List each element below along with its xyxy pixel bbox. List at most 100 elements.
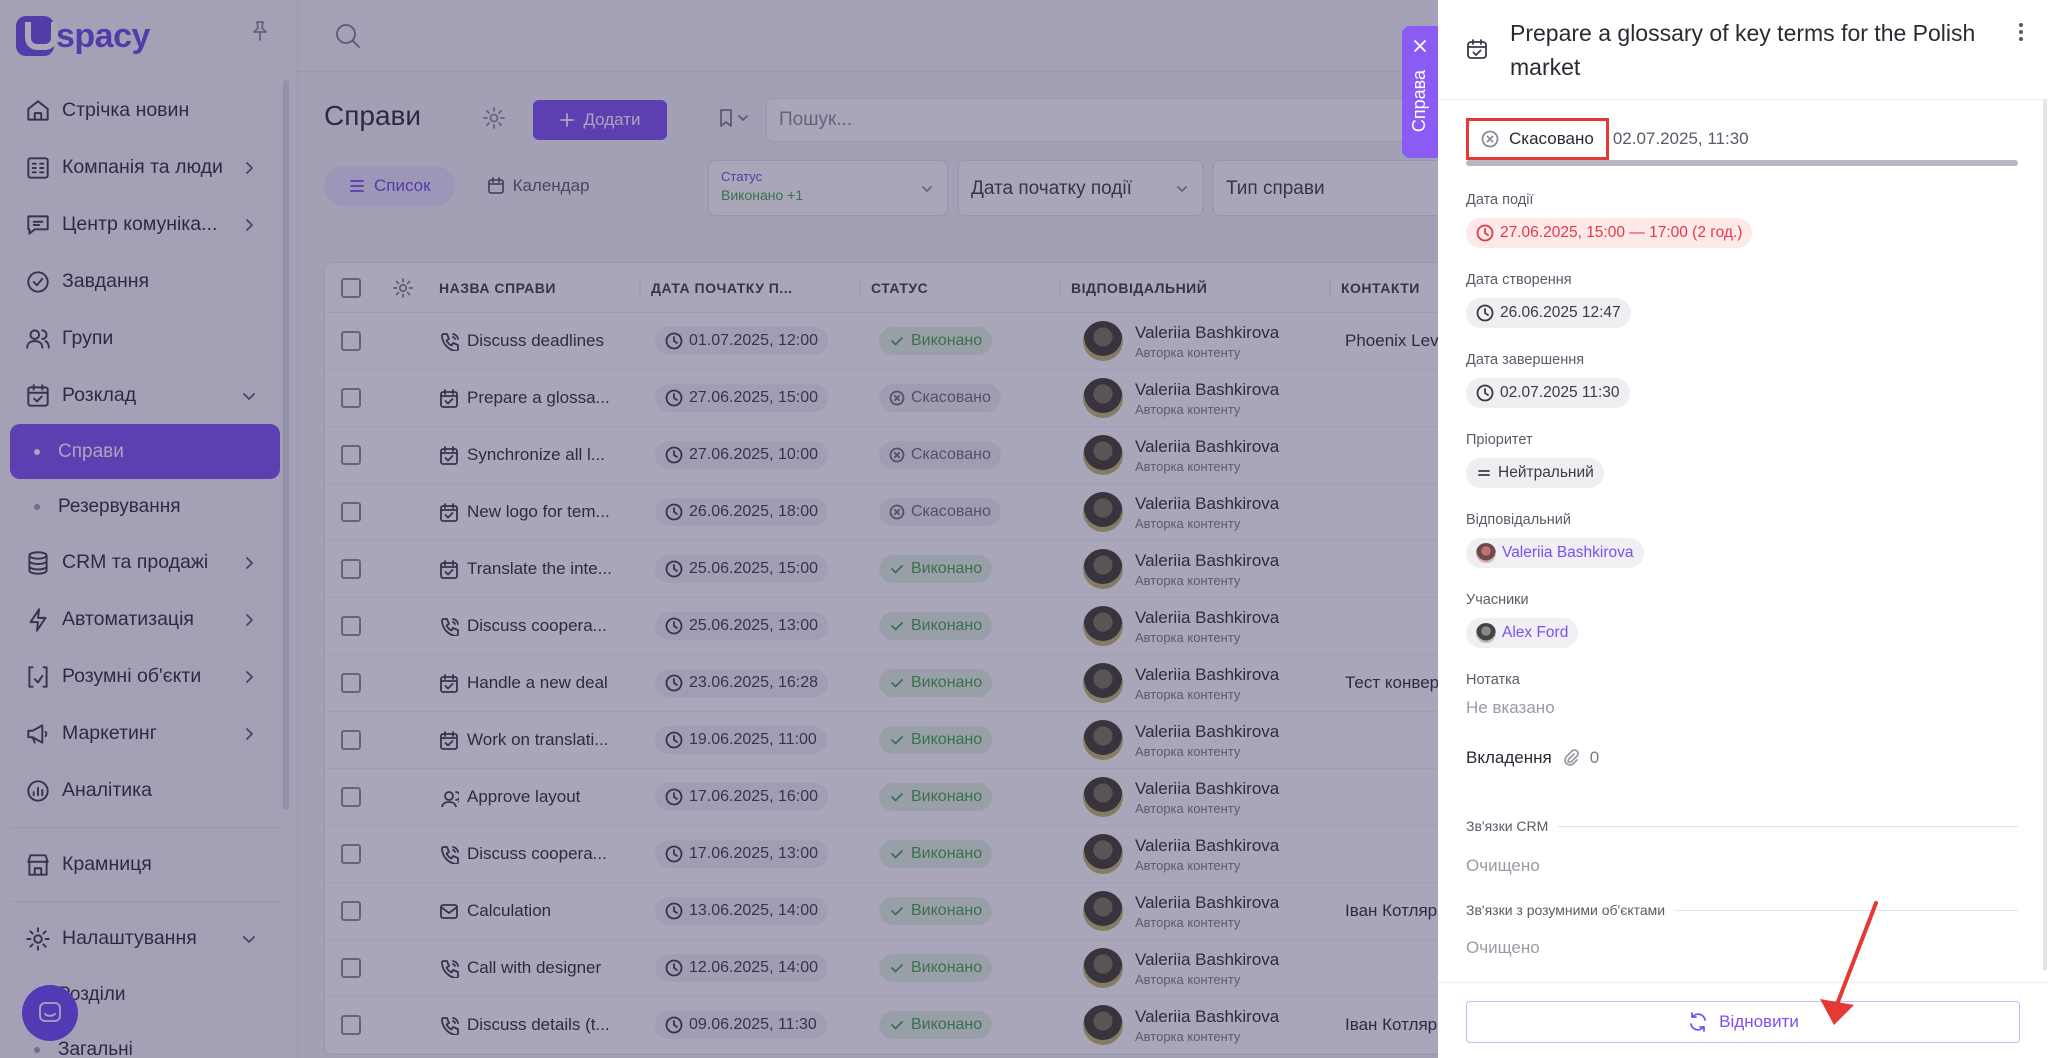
row-checkbox[interactable] (325, 559, 377, 579)
task-name[interactable]: New logo for tem... (467, 502, 610, 521)
responsible-role: Авторка контенту (1135, 1028, 1241, 1044)
sidebar-item[interactable]: Налаштування (10, 910, 280, 967)
sidebar-item[interactable]: CRM та продажі (10, 534, 280, 591)
table-row[interactable]: Discuss details (t... 09.06.2025, 11:30 Ви… (325, 997, 1523, 1054)
sidebar-item[interactable]: Стрічка новин (10, 82, 280, 139)
task-name[interactable]: Handle a new deal (467, 673, 608, 692)
search-icon[interactable] (334, 22, 362, 50)
search-input[interactable]: Пошук... (766, 98, 1526, 142)
sidebar-subitem[interactable]: Резервування (10, 479, 280, 534)
task-name[interactable]: Synchronize all l... (467, 445, 605, 464)
table-row[interactable]: Work on translati... 19.06.2025, 11:00 Вик… (325, 712, 1523, 769)
task-name[interactable]: Call with designer (467, 958, 602, 977)
columns-gear-icon[interactable] (377, 277, 429, 299)
status-badge: Виконано (879, 327, 993, 355)
sidebar-item[interactable]: Компанія та люди (10, 139, 280, 196)
col-status-header[interactable]: СТАТУС (859, 279, 1059, 296)
task-name[interactable]: Discuss deadlines (467, 331, 605, 350)
more-options-icon[interactable] (2018, 22, 2024, 42)
sidebar-item[interactable]: Автоматизація (10, 591, 280, 648)
task-contact[interactable]: Іван Котляр (1345, 901, 1438, 920)
task-contact[interactable]: Phoenix Lev (1345, 331, 1439, 350)
sidebar-subitem[interactable]: Справи (10, 424, 280, 479)
task-name[interactable]: Discuss coopera... (467, 616, 607, 635)
task-contact[interactable]: Тест конвер (1345, 673, 1440, 692)
crm-links-field: Очищено (1466, 846, 1540, 876)
participant-chip[interactable]: Alex Ford (1466, 618, 1579, 648)
task-date-value: 27.06.2025, 10:00 (689, 446, 819, 463)
saved-filters-bookmark-icon[interactable] (718, 108, 750, 128)
modal-overlay[interactable] (0, 0, 1438, 1058)
row-checkbox[interactable] (325, 331, 377, 351)
col-name-header[interactable]: НАЗВА СПРАВИ (439, 279, 556, 296)
table-row[interactable]: Synchronize all l... 27.06.2025, 10:00 Ска… (325, 427, 1523, 484)
sidebar-item[interactable]: Розклад (10, 367, 280, 424)
tab-calendar[interactable]: Календар (463, 166, 614, 206)
task-name[interactable]: Prepare a glossa... (467, 388, 610, 407)
row-checkbox[interactable] (325, 1015, 377, 1035)
sidebar-item[interactable]: Центр комуніка... (10, 196, 280, 253)
table-row[interactable]: Discuss coopera... 25.06.2025, 13:00 Викон… (325, 598, 1523, 655)
row-checkbox[interactable] (325, 388, 377, 408)
sidebar-item[interactable]: Маркетинг (10, 705, 280, 762)
task-name[interactable]: Approve layout (467, 787, 581, 806)
sidebar-item[interactable]: Розумні об'єкти (10, 648, 280, 705)
select-all-checkbox[interactable] (325, 277, 377, 298)
status-filter[interactable]: Статус Виконано +1 (708, 160, 948, 216)
panel-scrollbar[interactable] (2043, 100, 2047, 970)
sidebar-subitem[interactable]: Загальні (10, 1022, 280, 1058)
col-responsible-header[interactable]: ВІДПОВІДАЛЬНИЙ (1059, 279, 1329, 296)
col-date-header[interactable]: ДАТА ПОЧАТКУ П... (639, 279, 859, 296)
clock-icon (665, 959, 683, 977)
col-contacts-header[interactable]: КОНТАКТИ (1329, 279, 1509, 296)
attachments-row[interactable]: Вкладення 0 (1466, 748, 1599, 768)
task-contact[interactable]: Іван Котляр (1345, 1015, 1438, 1034)
add-button[interactable]: Додати (533, 100, 667, 140)
page-settings-gear-icon[interactable] (482, 106, 506, 130)
tab-list[interactable]: Список (324, 166, 455, 206)
pin-icon[interactable] (250, 20, 270, 42)
row-checkbox[interactable] (325, 901, 377, 921)
sidebar-item[interactable]: Завдання (10, 253, 280, 310)
table-row[interactable]: Discuss coopera... 17.06.2025, 13:00 Викон… (325, 826, 1523, 883)
table-row[interactable]: Discuss deadlines 01.07.2025, 12:00 Викона… (325, 313, 1523, 370)
priority-chip[interactable]: Нейтральний (1466, 458, 1604, 488)
sidebar-item[interactable]: Аналітика (10, 762, 280, 819)
row-checkbox[interactable] (325, 502, 377, 522)
table-row[interactable]: Prepare a glossa... 27.06.2025, 15:00 Скас… (325, 370, 1523, 427)
table-row[interactable]: Handle a new deal 23.06.2025, 16:28 Викона… (325, 655, 1523, 712)
list-icon (350, 180, 364, 192)
row-checkbox[interactable] (325, 673, 377, 693)
logo[interactable]: spacy (16, 14, 150, 58)
table-row[interactable]: Approve layout 17.06.2025, 16:00 Виконано V… (325, 769, 1523, 826)
sidebar-scrollbar[interactable] (283, 80, 289, 810)
clock-icon (665, 389, 683, 407)
event-date-chip[interactable]: 27.06.2025, 15:00 — 17:00 (2 год.) (1466, 218, 1753, 248)
table-row[interactable]: Translate the inte... 25.06.2025, 15:00 Ви… (325, 541, 1523, 598)
task-name[interactable]: Discuss coopera... (467, 844, 607, 863)
note-value[interactable]: Не вказано (1466, 698, 1555, 717)
status-badge[interactable]: Скасовано (1466, 118, 1609, 160)
task-name[interactable]: Discuss details (t... (467, 1015, 610, 1034)
row-checkbox[interactable] (325, 730, 377, 750)
table-row[interactable]: New logo for tem... 26.06.2025, 18:00 Скас… (325, 484, 1523, 541)
start-date-filter[interactable]: Дата початку події (958, 160, 1203, 216)
sidebar-item[interactable]: Крамниця (10, 836, 280, 893)
responsible-chip[interactable]: Valeriia Bashkirova (1466, 538, 1644, 568)
close-icon[interactable] (1412, 38, 1428, 54)
row-checkbox[interactable] (325, 616, 377, 636)
logo-text: spacy (56, 16, 150, 55)
task-name[interactable]: Work on translati... (467, 730, 609, 749)
restore-button[interactable]: Відновити (1466, 1001, 2020, 1043)
panel-side-tab[interactable]: Справа (1402, 26, 1438, 158)
task-name[interactable]: Translate the inte... (467, 559, 612, 578)
table-row[interactable]: Call with designer 12.06.2025, 14:00 Викон… (325, 940, 1523, 997)
row-checkbox[interactable] (325, 958, 377, 978)
table-row[interactable]: Calculation 13.06.2025, 14:00 Виконано Vale… (325, 883, 1523, 940)
sidebar-item[interactable]: Групи (10, 310, 280, 367)
row-checkbox[interactable] (325, 787, 377, 807)
support-chat-button[interactable] (22, 985, 78, 1041)
task-name[interactable]: Calculation (467, 901, 552, 920)
row-checkbox[interactable] (325, 844, 377, 864)
row-checkbox[interactable] (325, 445, 377, 465)
